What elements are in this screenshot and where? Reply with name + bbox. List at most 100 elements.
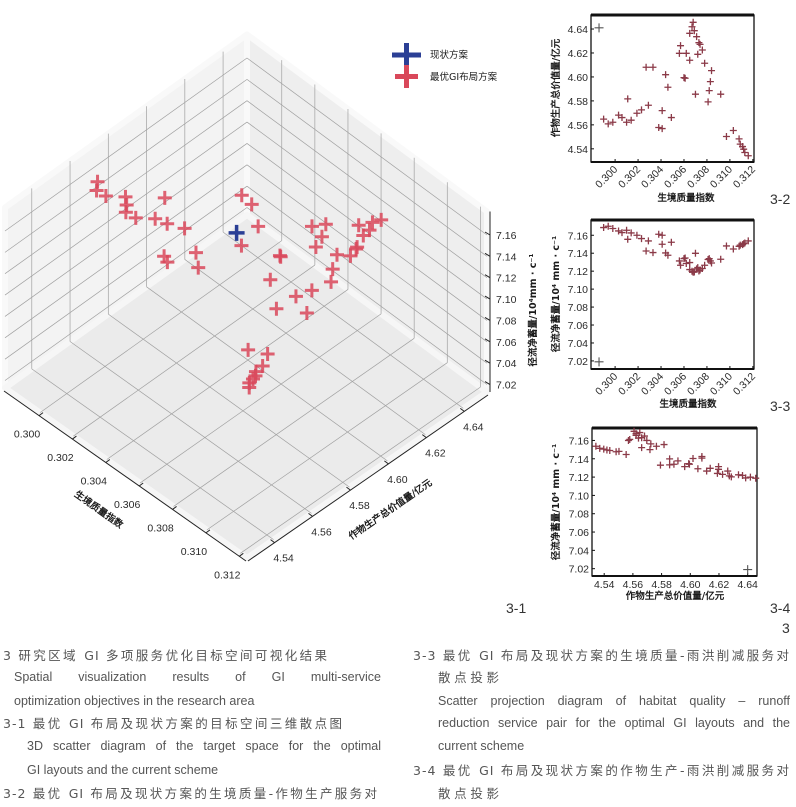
caption-3-4-cn-cont: 散点投影图 bbox=[438, 786, 500, 801]
y-tick-label: 4.62 bbox=[568, 48, 589, 60]
panel-label-3-4: 3-4 bbox=[770, 600, 790, 616]
optimal-layout-point bbox=[609, 225, 617, 233]
optimal-layout-point bbox=[627, 116, 635, 124]
x-tick-label: 0.310 bbox=[708, 164, 735, 191]
optimal-layout-point-3d bbox=[160, 216, 175, 231]
gridline-habitat-floor bbox=[73, 264, 316, 437]
x-tick-label: 4.54 bbox=[594, 579, 615, 591]
habitat-axis-tick bbox=[172, 506, 177, 510]
optimal-layout-point bbox=[722, 132, 730, 140]
habitat-axis-tick bbox=[205, 529, 211, 534]
optimal-layout-point-3d bbox=[273, 249, 288, 264]
caption-3-3-en-cont: reduction service pair for the optimal G… bbox=[438, 716, 790, 730]
optimal-layout-point bbox=[674, 457, 682, 465]
optimal-layout-point bbox=[688, 23, 696, 31]
crop-tick-label: 4.64 bbox=[463, 421, 484, 433]
optimal-layout-point bbox=[744, 152, 752, 160]
optimal-layout-point bbox=[682, 49, 690, 57]
optimal-layout-point bbox=[705, 87, 713, 95]
habitat-axis-tick bbox=[72, 435, 77, 440]
optimal-layout-point bbox=[658, 240, 666, 248]
caption-3-4-cn: 3-4 最优 GI 布局及现状方案的作物生产-雨洪削减服务对 bbox=[413, 763, 790, 778]
optimal-layout-point bbox=[624, 436, 632, 444]
optimal-layout-point bbox=[724, 467, 732, 475]
optimal-layout-point bbox=[694, 465, 702, 473]
optimal-layout-point bbox=[686, 259, 694, 267]
runoff-axis-tick bbox=[484, 295, 491, 300]
habitat-tick-label: 0.304 bbox=[81, 476, 107, 488]
crop-tick-label: 4.60 bbox=[387, 474, 408, 486]
runoff-tick-label: 7.08 bbox=[496, 315, 517, 327]
optimal-layout-point-3d bbox=[318, 217, 333, 232]
optimal-layout-point bbox=[729, 245, 737, 253]
optimal-layout-point bbox=[662, 71, 670, 79]
gridline-runoff-right bbox=[246, 207, 488, 385]
optimal-layout-point bbox=[701, 261, 709, 269]
optimal-layout-point bbox=[681, 74, 689, 82]
current-scheme-point-3d bbox=[228, 224, 245, 241]
y-tick-label: 7.14 bbox=[569, 454, 590, 466]
scatter-3d-plot: 0.300 0.302 0.304 0.306 0.308 0.310 0.312 4.54 4… bbox=[2, 31, 539, 581]
x-tick-label: 0.306 bbox=[662, 164, 689, 191]
y-tick-label: 4.58 bbox=[568, 96, 589, 108]
optimal-layout-point bbox=[615, 227, 623, 235]
optimal-layout-point bbox=[633, 109, 641, 117]
x-tick-label: 0.304 bbox=[639, 164, 666, 191]
optimal-layout-point bbox=[636, 429, 644, 437]
caption-3-1-en: 3D scatter diagram of the target space f… bbox=[27, 739, 381, 753]
optimal-layout-point bbox=[741, 149, 749, 157]
optimal-layout-point bbox=[675, 49, 683, 57]
optimal-layout-point bbox=[725, 472, 733, 480]
optimal-layout-point-3d bbox=[314, 229, 329, 244]
gridline-runoff-right bbox=[246, 79, 488, 257]
optimal-layout-point bbox=[658, 125, 666, 133]
optimal-layout-point bbox=[666, 455, 674, 463]
gridline-runoff-right bbox=[246, 143, 488, 321]
optimal-layout-point-3d bbox=[351, 218, 366, 233]
caption-3-1-cn: 3-1 最优 GI 布局及现状方案的目标空间三维散点图 bbox=[3, 716, 343, 731]
optimal-layout-point bbox=[691, 90, 699, 98]
optimal-layout-point bbox=[627, 229, 635, 237]
optimal-layout-point bbox=[689, 454, 697, 462]
runoff-tick-label: 7.04 bbox=[496, 358, 517, 370]
optimal-layout-point bbox=[656, 461, 664, 469]
habitat-tick-label: 0.306 bbox=[114, 499, 140, 511]
optimal-layout-point bbox=[746, 473, 754, 481]
x-tick-label: 4.62 bbox=[709, 579, 730, 591]
optimal-layout-point bbox=[642, 63, 650, 71]
x-axis-title: 生境质量指数 bbox=[657, 192, 715, 204]
optimal-layout-point bbox=[696, 40, 704, 48]
x-tick-label: 0.312 bbox=[731, 164, 758, 191]
optimal-layout-point bbox=[655, 123, 663, 131]
x-tick-label: 0.302 bbox=[616, 371, 643, 398]
gridline-runoff-right bbox=[246, 100, 488, 279]
gridline-runoff-right bbox=[246, 57, 488, 236]
optimal-layout-point bbox=[677, 261, 685, 269]
crop-axis-line bbox=[247, 394, 489, 562]
gridline-runoff-left bbox=[4, 100, 248, 275]
optimal-layout-point bbox=[706, 78, 714, 86]
optimal-layout-point-3d bbox=[365, 215, 380, 230]
optimal-layout-point bbox=[701, 59, 709, 67]
y-tick-label: 7.06 bbox=[569, 527, 590, 539]
y-tick-label: 7.12 bbox=[568, 266, 589, 278]
optimal-layout-point bbox=[740, 240, 748, 248]
optimal-layout-point-3d bbox=[299, 306, 314, 321]
optimal-layout-point bbox=[681, 254, 689, 262]
optimal-layout-point bbox=[612, 448, 620, 456]
optimal-layout-point bbox=[729, 126, 737, 134]
y-axis-title: 径流净蓄量/10⁴ mm · c⁻¹ bbox=[550, 236, 562, 353]
optimal-layout-point-3d bbox=[148, 211, 163, 226]
panel-label-3-2: 3-2 bbox=[770, 191, 790, 207]
x-tick-label: 0.308 bbox=[685, 164, 712, 191]
panel-label-3-1: 3-1 bbox=[506, 600, 526, 616]
optimal-layout-point bbox=[734, 471, 742, 479]
optimal-layout-point bbox=[704, 98, 712, 106]
optimal-layout-point bbox=[646, 446, 654, 454]
optimal-layout-point bbox=[644, 237, 652, 245]
optimal-layout-point bbox=[664, 251, 672, 259]
caption-figure-title-en-cont: optimization objectives in the research … bbox=[14, 694, 255, 708]
scatter-habitat-vs-runoff: 7.027.047.067.087.107.127.147.160.3000.3… bbox=[550, 218, 758, 410]
x-tick-label: 4.56 bbox=[623, 579, 644, 591]
optimal-layout-point bbox=[682, 260, 690, 268]
